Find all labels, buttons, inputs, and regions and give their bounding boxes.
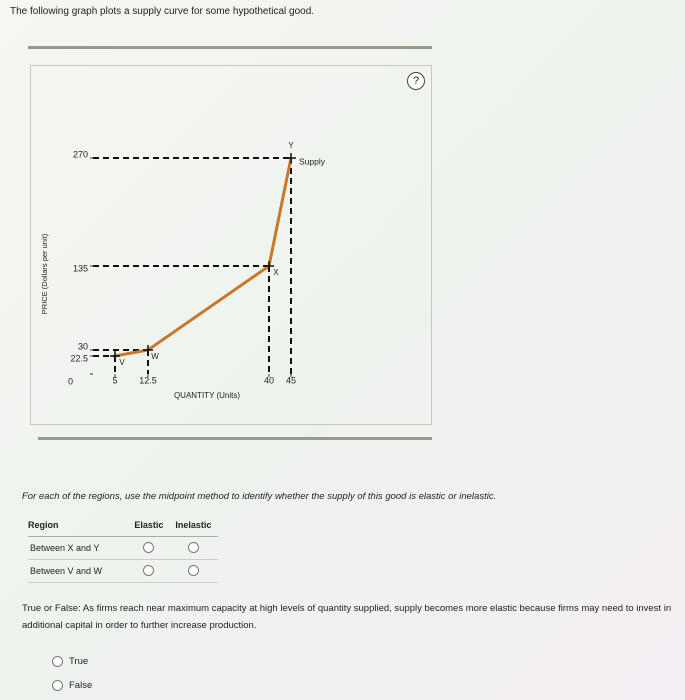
radio-button[interactable] (143, 564, 155, 576)
rule (28, 46, 432, 49)
radio-button[interactable] (143, 541, 155, 553)
point-marker (286, 153, 296, 163)
radio-button[interactable] (52, 655, 63, 667)
help-button[interactable]: ? (407, 72, 425, 90)
radio-cell (129, 559, 169, 583)
question1-text: For each of the regions, use the midpoin… (22, 491, 497, 502)
radio-cell (129, 536, 169, 560)
x-tick-label: 40 (264, 375, 274, 385)
y-tick-label: 22.5 (70, 353, 88, 363)
point-label: Y (288, 141, 294, 150)
radio-cell (168, 559, 218, 583)
answer-table: Region Elastic Inelastic Between X and Y Bet… (28, 514, 218, 583)
y-tick-label: 0 (68, 376, 73, 386)
answer-row: Between V and W (28, 559, 218, 583)
row-label: Between X and Y (28, 536, 130, 560)
point-label: W (151, 352, 159, 361)
options: True False (52, 649, 92, 697)
point-marker (143, 345, 153, 355)
y-tick-label: 270 (73, 149, 88, 159)
y-tick-label: 30 (78, 341, 88, 351)
y-axis-label: PRICE (Dollars per unit) (40, 233, 49, 314)
header-cell: Region (28, 514, 130, 537)
prompt: The following graph plots a supply curve… (10, 6, 315, 17)
y-tick-label: 135 (73, 263, 88, 273)
x-tick-label: 5 (112, 375, 117, 385)
chart: PRICE (Dollars per unit) QUANTITY (Units)… (40, 141, 326, 400)
option-label: True (69, 655, 89, 667)
supply-curve (114, 157, 293, 358)
point-marker (264, 261, 274, 271)
answer-row: Between X and Y (28, 536, 218, 560)
chart-panel: ? PRICE (Dollars per unit) QUANTITY (Unit… (30, 65, 432, 425)
header-row: Region Elastic Inelastic (28, 514, 218, 537)
question2-text: True or False: As firms reach near maxim… (22, 603, 672, 631)
series-label: Supply (299, 156, 326, 166)
point-marker (110, 351, 120, 361)
radio-button[interactable] (187, 564, 199, 576)
radio-button[interactable] (187, 541, 199, 553)
row-label: Between V and W (28, 559, 130, 583)
x-tick-label: 12.5 (139, 375, 157, 385)
option: True (52, 649, 92, 673)
radio-button[interactable] (52, 679, 63, 691)
option-label: False (69, 679, 93, 691)
option: False (52, 673, 92, 697)
header-cell: Elastic (129, 514, 169, 537)
rule (38, 437, 432, 440)
point-label: X (273, 268, 279, 277)
x-axis-label: QUANTITY (Units) (174, 391, 240, 400)
radio-cell (168, 536, 218, 560)
point-label: V (119, 358, 125, 367)
header-cell: Inelastic (168, 514, 218, 537)
x-tick-label: 45 (286, 375, 296, 385)
